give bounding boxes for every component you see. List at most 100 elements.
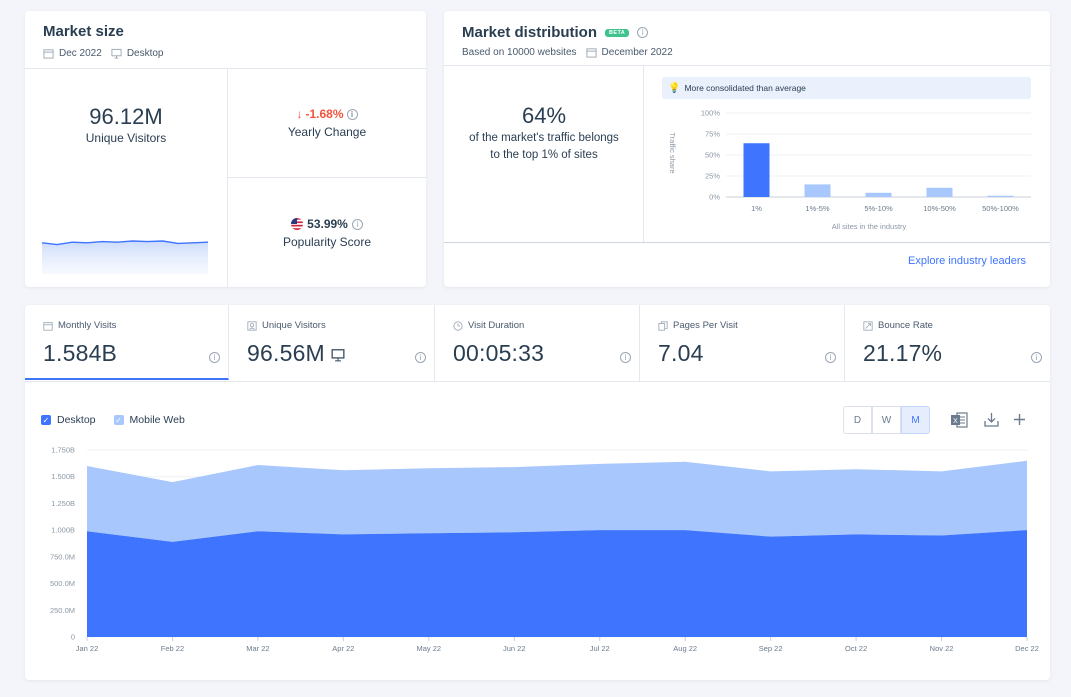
x-tick-label: Jan 22 [76, 644, 99, 653]
market-size-title: Market size [43, 23, 124, 40]
excel-export-icon[interactable]: X [950, 412, 968, 428]
bar-5%-10%[interactable] [865, 192, 892, 197]
x-tick-label: 10%-50% [923, 204, 956, 213]
y-tick-label: 1.750B [51, 446, 75, 455]
bar-10%-50%[interactable] [926, 187, 953, 197]
popularity-label: Popularity Score [282, 235, 372, 249]
x-tick-label: Feb 22 [161, 644, 184, 653]
distribution-date[interactable]: December 2022 [601, 47, 673, 58]
clock-icon [453, 320, 463, 331]
unique-visitors-value: 96.12M [89, 104, 163, 129]
series-area-mobile-web[interactable] [87, 460, 1027, 542]
x-tick-label: Jun 22 [503, 644, 526, 653]
x-tick-label: Aug 22 [673, 644, 697, 653]
kpi-row: Monthly Visits 1.584B i Unique Visitors 96.5… [25, 305, 1050, 382]
popularity-value: 53.99% [307, 217, 348, 231]
person-icon [247, 320, 257, 331]
granularity-day-button[interactable]: D [843, 406, 872, 434]
desktop-checkbox[interactable]: ✓ [41, 415, 51, 425]
legend-desktop-label: Desktop [57, 414, 96, 426]
bounce-icon [863, 320, 873, 331]
info-icon[interactable]: i [825, 352, 836, 363]
lightbulb-icon: 💡 [668, 82, 681, 94]
consolidation-hint: 💡 More consolidated than average [662, 77, 1031, 99]
y-tick-label: 500.0M [50, 579, 75, 588]
y-tick-label: 0% [709, 193, 720, 202]
y-tick-label: 25% [705, 172, 720, 181]
kpi-value: 96.56M [247, 340, 325, 366]
x-axis-label: All sites in the industry [832, 222, 907, 231]
calendar-icon [43, 49, 54, 59]
yearly-change-value: -1.68% [305, 107, 344, 121]
bar-1%[interactable] [743, 143, 770, 197]
kpi-value: 21.17% [863, 340, 943, 366]
market-size-date[interactable]: Dec 2022 [59, 48, 102, 59]
kpi-tile-bounce-rate[interactable]: Bounce Rate 21.17% i [845, 305, 1050, 381]
kpi-label: Bounce Rate [878, 320, 933, 331]
kpi-value: 7.04 [658, 340, 704, 366]
legend-desktop[interactable]: ✓ Desktop [41, 414, 96, 426]
legend-mobile-web[interactable]: ✓ Mobile Web [113, 414, 185, 426]
sparkline-line [42, 240, 208, 246]
mobile-web-checkbox[interactable]: ✓ [113, 415, 124, 425]
info-icon[interactable]: i [1031, 352, 1042, 363]
legend: ✓ Desktop ✓ Mobile Web [41, 414, 185, 426]
info-icon[interactable]: i [415, 352, 426, 363]
explore-industry-leaders-link[interactable]: Explore industry leaders [907, 255, 1026, 267]
granularity-week-button[interactable]: W [872, 406, 901, 434]
y-tick-label: 250.0M [50, 606, 75, 615]
kpi-tile-visit-duration[interactable]: Visit Duration 00:05:33 i [435, 305, 640, 381]
info-icon[interactable]: i [351, 218, 363, 230]
add-icon[interactable] [1013, 413, 1026, 426]
market-size-device[interactable]: Desktop [126, 48, 164, 59]
info-icon[interactable]: i [620, 352, 631, 363]
granularity-month-button[interactable]: M [901, 406, 930, 434]
kpi-tile-monthly-visits[interactable]: Monthly Visits 1.584B i [25, 305, 229, 380]
y-tick-label: 1.250B [51, 499, 75, 508]
market-distribution-title: Market distribution [462, 24, 598, 41]
traffic-card: Monthly Visits 1.584B i Unique Visitors 96.5… [25, 305, 1050, 680]
desktop-icon [111, 48, 122, 59]
x-tick-label: Nov 22 [930, 644, 954, 653]
info-icon[interactable]: i [209, 352, 220, 363]
top-share-value: 64% [521, 103, 567, 128]
kpi-label: Pages Per Visit [673, 320, 738, 331]
market-size-header: Market size Dec 2022 Desktop [43, 23, 164, 59]
based-on-text: Based on 10000 websites [462, 47, 577, 58]
bar-50%-100%[interactable] [987, 195, 1014, 197]
x-tick-label: Sep 22 [759, 644, 783, 653]
svg-text:X: X [953, 418, 958, 425]
series-area-desktop[interactable] [87, 530, 1027, 637]
kpi-value: 00:05:33 [453, 340, 545, 366]
kpi-tile-pages-per-visit[interactable]: Pages Per Visit 7.04 i [640, 305, 845, 381]
unique-visitors-label: Unique Visitors [85, 131, 167, 145]
x-tick-label: Dec 22 [1015, 644, 1039, 653]
x-tick-label: Oct 22 [845, 644, 867, 653]
x-tick-label: Jul 22 [590, 644, 610, 653]
y-tick-label: 1.000B [51, 526, 75, 535]
desktop-icon [331, 349, 345, 362]
kpi-label: Monthly Visits [58, 320, 117, 331]
info-icon[interactable]: i [637, 27, 649, 38]
down-arrow-icon: ↓ [296, 107, 303, 121]
y-tick-label: 750.0M [50, 552, 75, 561]
market-size-card: Market size Dec 2022 Desktop 96.12M Uniq… [25, 11, 426, 287]
market-distribution-bar-chart: Traffic share All sites in the industry … [668, 109, 1031, 231]
sparkline-area [42, 241, 208, 274]
kpi-label: Visit Duration [468, 320, 525, 331]
us-flag-icon [291, 218, 304, 230]
x-tick-label: 5%-10% [864, 204, 893, 213]
bar-1%-5%[interactable] [804, 184, 831, 197]
kpi-tile-unique-visitors[interactable]: Unique Visitors 96.56M i [229, 305, 435, 381]
pages-icon [658, 320, 668, 331]
kpi-value: 1.584B [43, 340, 118, 366]
calendar-icon [585, 48, 597, 58]
x-tick-label: Apr 22 [332, 644, 354, 653]
x-tick-label: Mar 22 [246, 644, 269, 653]
info-icon[interactable]: i [346, 108, 358, 120]
y-axis-label: Traffic share [668, 132, 677, 173]
visits-area-chart: 0 250.0M 500.0M 750.0M 1.000B 1.250B 1.500B 1.7… [50, 446, 1039, 654]
download-icon[interactable] [984, 412, 999, 427]
y-tick-label: 0 [71, 633, 75, 642]
market-distribution-card: Market distribution BETA i Based on 1000… [444, 11, 1050, 287]
